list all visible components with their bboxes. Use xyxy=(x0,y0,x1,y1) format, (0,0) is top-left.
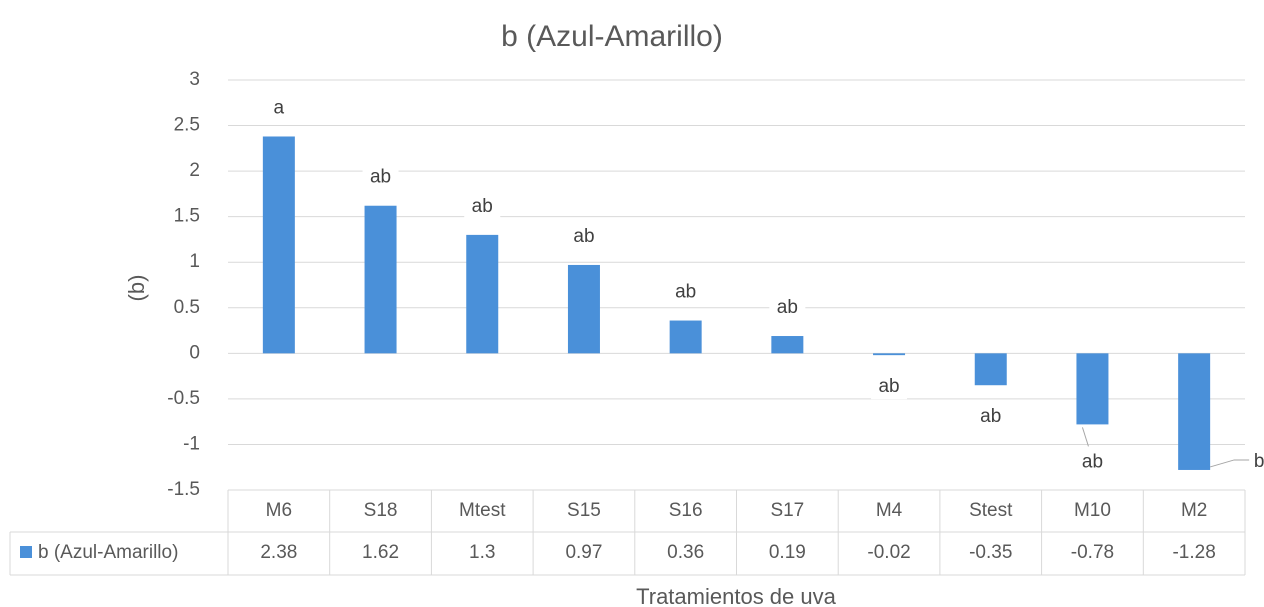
table-value: 2.38 xyxy=(260,542,297,563)
y-tick-label: -1.5 xyxy=(167,479,200,500)
annotation: ab xyxy=(777,297,798,318)
bar xyxy=(771,336,804,354)
annotation: ab xyxy=(980,406,1001,427)
annotation-bg xyxy=(1074,450,1111,475)
x-tick-label: Mtest xyxy=(459,500,506,521)
table-value: -0.78 xyxy=(1071,542,1114,563)
x-axis-title: Tratamientos de uva xyxy=(636,584,836,607)
table-value: 0.19 xyxy=(769,542,806,563)
bar xyxy=(669,320,702,354)
annotation: ab xyxy=(573,226,594,247)
y-tick-label: -1 xyxy=(183,433,200,454)
annotation-bg xyxy=(260,96,297,121)
annotation: ab xyxy=(472,196,493,217)
bar xyxy=(567,264,600,354)
table-value: -0.35 xyxy=(969,542,1012,563)
x-tick-label: S17 xyxy=(770,500,804,521)
y-tick-label: 3 xyxy=(189,69,200,90)
x-tick-label: M6 xyxy=(266,500,292,521)
leader-line xyxy=(1081,427,1089,447)
annotation-bg xyxy=(972,405,1009,430)
table-value: -0.02 xyxy=(867,542,910,563)
annotation: b xyxy=(1254,451,1264,472)
x-tick-label: M4 xyxy=(876,500,903,521)
y-tick-label: -0.5 xyxy=(167,388,200,409)
table-value: 1.3 xyxy=(469,542,495,563)
bar xyxy=(466,234,499,354)
bar xyxy=(873,353,906,356)
table-value: 0.36 xyxy=(667,542,704,563)
legend-label: b (Azul-Amarillo) xyxy=(38,542,178,563)
annotation-bg xyxy=(565,224,602,249)
annotation: ab xyxy=(370,167,391,188)
x-tick-label: S18 xyxy=(364,500,398,521)
table-value: -1.28 xyxy=(1172,542,1215,563)
annotation-bg xyxy=(362,165,399,190)
x-tick-label: S16 xyxy=(669,500,703,521)
x-tick-label: S15 xyxy=(567,500,601,521)
annotation: ab xyxy=(675,282,696,303)
table-value: 1.62 xyxy=(362,542,399,563)
y-tick-label: 0.5 xyxy=(174,297,200,318)
y-tick-label: 0 xyxy=(189,342,200,363)
x-tick-label: M2 xyxy=(1181,500,1207,521)
annotation: a xyxy=(274,98,285,119)
x-tick-label: Stest xyxy=(969,500,1013,521)
bar xyxy=(364,205,397,354)
legend-swatch xyxy=(20,546,32,558)
leader-line xyxy=(1210,459,1250,468)
bar xyxy=(262,136,295,354)
y-tick-label: 1 xyxy=(189,251,200,272)
y-tick-label: 1.5 xyxy=(174,206,200,227)
bar xyxy=(1076,353,1109,425)
annotation: ab xyxy=(878,376,899,397)
annotation-bg xyxy=(871,375,908,400)
bar xyxy=(974,353,1007,386)
bar xyxy=(1178,353,1211,470)
annotation-bg xyxy=(464,194,501,219)
annotation-bg xyxy=(769,296,806,321)
table-value: 0.97 xyxy=(565,542,602,563)
x-tick-label: M10 xyxy=(1074,500,1111,521)
y-tick-label: 2 xyxy=(189,160,200,181)
y-axis-title: (b) xyxy=(124,275,149,302)
chart-title: b (Azul-Amarillo) xyxy=(501,20,723,53)
annotation-bg xyxy=(667,280,704,305)
annotation: ab xyxy=(1082,451,1103,472)
y-tick-label: 2.5 xyxy=(174,115,200,136)
